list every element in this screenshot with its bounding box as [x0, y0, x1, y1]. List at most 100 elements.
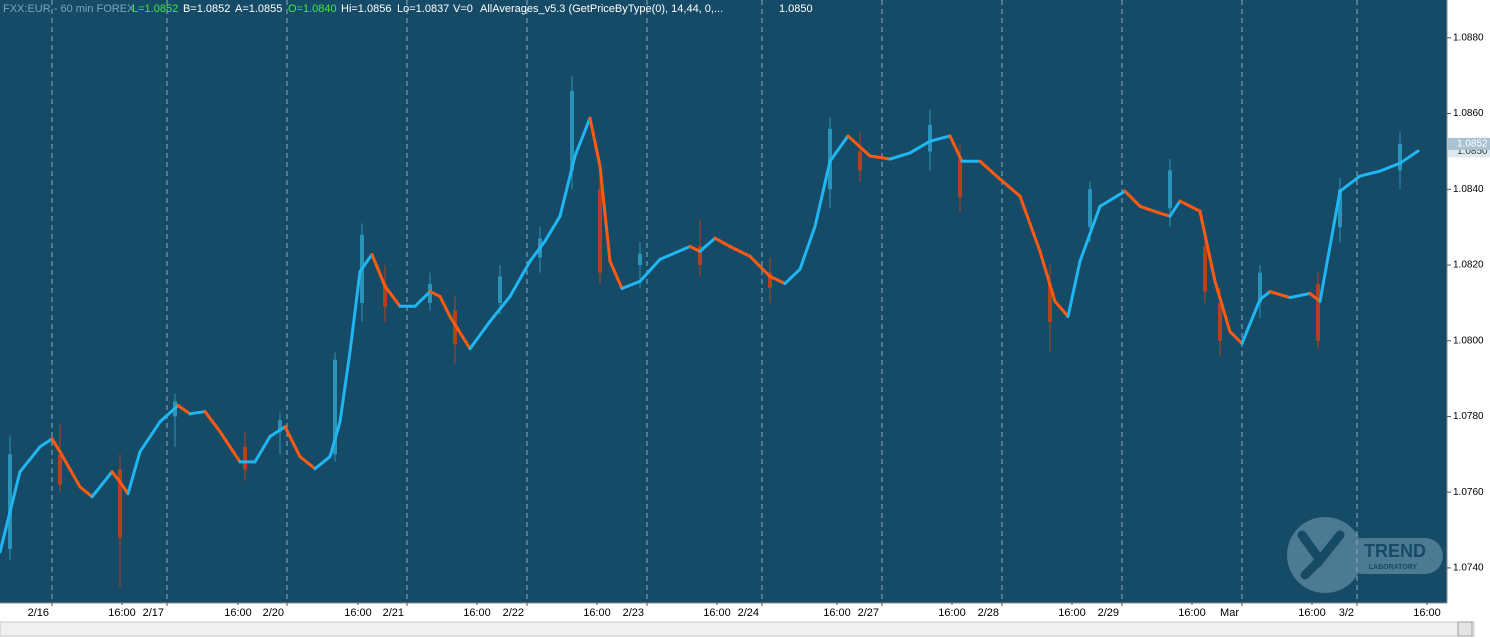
x-tick-label: 16:00: [463, 607, 491, 619]
average-segment: [18, 445, 42, 474]
candle-body: [570, 90, 574, 171]
average-segment: [748, 254, 772, 278]
average-segment: [338, 350, 352, 424]
average-segment: [768, 274, 787, 286]
candle-body: [928, 124, 932, 152]
candle-body: [598, 189, 602, 273]
candle-body: [453, 310, 457, 345]
average-segment: [126, 450, 142, 496]
x-tick-label: 16:00: [583, 607, 611, 619]
average-segment: [573, 116, 592, 158]
candle-body: [638, 253, 642, 266]
average-segment: [868, 154, 892, 161]
average-segment: [928, 134, 952, 143]
header-open: O=1.0840: [288, 3, 337, 15]
average-segment: [253, 435, 272, 464]
x-tick-label: 16:00: [108, 607, 136, 619]
header-low: Lo=1.0837: [397, 3, 449, 15]
average-segment: [798, 224, 817, 271]
average-segment: [90, 485, 102, 499]
x-tick-label: 16:00: [703, 607, 731, 619]
average-segment: [383, 284, 402, 308]
x-tick-label: 2/22: [503, 607, 524, 619]
y-tick-label: 1.0820: [1453, 260, 1484, 271]
average-segment: [110, 470, 122, 484]
header-last: L=1.0852: [132, 3, 178, 15]
average-segment: [658, 244, 692, 261]
average-segment: [138, 420, 162, 454]
average-segment: [1268, 290, 1292, 300]
average-segment: [348, 269, 362, 354]
average-segment: [176, 403, 192, 416]
average-segment: [558, 154, 577, 218]
average-segment: [1308, 291, 1322, 303]
average-segment: [313, 455, 332, 471]
average-segment: [846, 134, 872, 158]
candle-body: [1088, 189, 1092, 228]
candle-body: [243, 446, 247, 470]
scroll-button[interactable]: [1457, 621, 1473, 637]
header-bid: B=1.0852: [183, 3, 230, 15]
y-tick-label: 1.0840: [1453, 184, 1484, 195]
x-tick-label: 2/17: [143, 607, 164, 619]
average-segment: [358, 252, 374, 273]
average-segment: [1338, 174, 1362, 193]
average-segment: [1066, 259, 1082, 319]
average-segment: [428, 290, 442, 298]
candle-body: [278, 420, 282, 432]
x-tick-label: 2/21: [383, 607, 404, 619]
watermark-subtitle: LABORATORY: [1369, 564, 1418, 571]
y-tick-label: 1.0880: [1453, 33, 1484, 44]
average-segment: [713, 236, 732, 248]
header-volume: V=0: [453, 3, 473, 15]
header: FXX:EUR - 60 min FOREX L=1.0852 B=1.0852…: [3, 3, 813, 15]
average-segment: [813, 159, 832, 228]
average-segment: [828, 134, 850, 163]
x-tick-label: 16:00: [938, 607, 966, 619]
candle-body: [768, 272, 772, 288]
header-ask: A=1.0855: [235, 3, 282, 15]
average-segment: [98, 470, 114, 489]
candle-body: [698, 246, 702, 266]
average-segment: [948, 134, 964, 163]
average-segment: [1178, 199, 1202, 213]
average-segment: [298, 455, 317, 471]
x-tick-label: 16:00: [823, 607, 851, 619]
average-segment: [608, 259, 624, 291]
average-segment: [158, 403, 180, 424]
average-segment: [1158, 211, 1172, 218]
average-segment: [1198, 209, 1217, 283]
watermark-icon: [1297, 530, 1345, 580]
average-segment: [728, 244, 752, 258]
average-segment: [1258, 290, 1272, 301]
watermark-pill: [1345, 538, 1443, 574]
x-tick-label: 2/28: [978, 607, 999, 619]
candle-body: [383, 283, 387, 307]
marks-layer: [0, 75, 1420, 587]
x-tick-label: 16:00: [224, 607, 252, 619]
average-segment: [1318, 189, 1342, 303]
x-tick-label: 2/24: [738, 607, 759, 619]
x-tick-label: 2/29: [1098, 607, 1119, 619]
average-segment: [468, 319, 492, 351]
x-tick-label: 16:00: [1058, 607, 1086, 619]
axis-layer: 1.0880 1.0860 1.0840 1.0820 1.0800 1.0780 1.07…: [28, 33, 1490, 619]
average-segment: [1168, 199, 1182, 218]
average-segment: [543, 214, 562, 243]
average-segment: [1288, 291, 1312, 300]
header-high: Hi=1.0856: [341, 3, 391, 15]
scrollbar[interactable]: [0, 621, 1475, 637]
average-segment: [188, 410, 207, 416]
average-segment: [998, 177, 1022, 198]
average-segment: [328, 420, 342, 459]
average-segment: [1018, 194, 1042, 253]
average-segment: [1078, 204, 1102, 263]
candle-body: [1338, 189, 1342, 228]
candle-body: [1168, 170, 1172, 209]
average-segment: [1240, 297, 1262, 345]
candle-body: [333, 359, 337, 455]
average-segment: [508, 259, 532, 298]
average-segment: [978, 159, 1002, 181]
